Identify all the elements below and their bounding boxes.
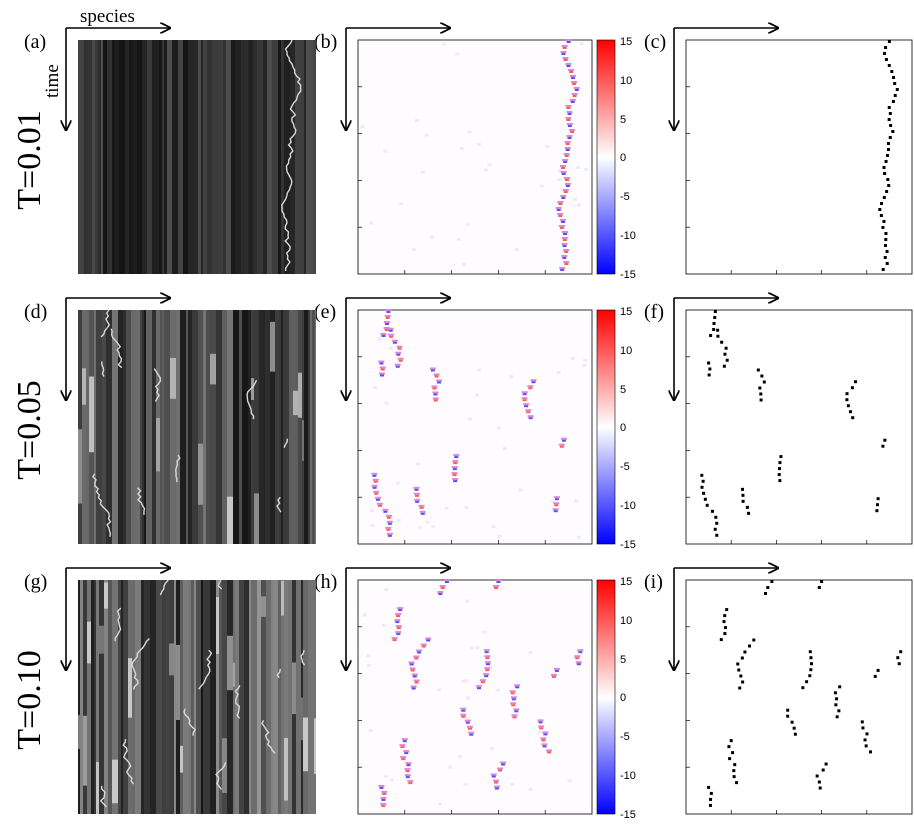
trajectory-line: [131, 638, 150, 690]
trajectory-line: [217, 579, 223, 590]
colorbar-tick: -5: [620, 191, 630, 203]
trajectory-line: [114, 607, 122, 642]
row-label-2: T=0.05: [11, 380, 48, 479]
trajectory-line: [183, 708, 197, 736]
trajectory-line: [234, 685, 241, 719]
colorbar-h: [596, 579, 616, 815]
colorbar-tick: 10: [620, 75, 632, 87]
binary-panel: [674, 298, 913, 545]
grayscale-panel: [66, 568, 316, 814]
panel-letter-i: (i): [644, 571, 663, 593]
grayscale-panel: [66, 298, 316, 544]
colorbar-tick: 0: [620, 152, 626, 164]
trajectory-line: [137, 487, 146, 515]
colorbar-tick: 15: [620, 306, 632, 318]
panel-letter-f: (f): [644, 301, 664, 323]
colorbar-e: [596, 309, 616, 545]
trajectory-line: [283, 438, 289, 448]
colorbar-tick: 0: [620, 422, 626, 434]
trajectory-line: [101, 361, 105, 377]
binary-panel: [674, 568, 913, 815]
colorbar-b: [596, 39, 616, 275]
colorbar-tick: 5: [620, 654, 626, 666]
trajectory-line: [122, 739, 135, 785]
grayscale-panel: [66, 28, 316, 274]
trajectory-line: [100, 309, 111, 338]
trajectory-line: [92, 473, 112, 537]
colorbar-tick: -5: [620, 731, 630, 743]
panel-letter-h: (h): [314, 571, 337, 593]
trajectory-line: [276, 496, 282, 513]
colorbar-tick: -15: [620, 269, 636, 281]
colorbar-tick: -10: [620, 230, 636, 242]
panel-letter-g: (g): [24, 571, 47, 593]
trajectory-line: [99, 785, 108, 808]
trajectory-line: [110, 328, 123, 369]
row-label-1: T=0.01: [11, 110, 48, 209]
trajectory-line: [300, 650, 306, 666]
trajectory-line: [246, 379, 258, 420]
panel-letter-a: (a): [24, 31, 46, 53]
colorbar-tick: -5: [620, 461, 630, 473]
trajectory-line: [280, 39, 302, 272]
panel-letter-c: (c): [644, 31, 666, 53]
colorbar-tick: 15: [620, 576, 632, 588]
row-label-3: T=0.10: [11, 650, 48, 749]
colorbar-tick: 0: [620, 692, 626, 704]
colorbar-tick: 5: [620, 114, 626, 126]
colorbar-tick: 10: [620, 615, 632, 627]
colorbar-tick: 15: [620, 36, 632, 48]
trajectory-line: [159, 579, 169, 596]
trajectory-line: [215, 762, 227, 790]
color-map-panel: [346, 28, 593, 275]
trajectory-line: [198, 649, 213, 690]
colorbar-tick: 10: [620, 345, 632, 357]
panel-letter-e: (e): [314, 301, 336, 323]
trajectory-line: [261, 720, 276, 754]
colorbar-tick: -10: [620, 500, 636, 512]
panel-letter-d: (d): [24, 301, 47, 323]
trajectory-line: [153, 368, 162, 402]
panel-letter-b: (b): [314, 31, 337, 53]
colorbar-tick: -15: [620, 539, 636, 551]
species-axis-label: species: [80, 6, 135, 27]
trajectory-line: [174, 454, 181, 483]
colorbar-tick: -10: [620, 770, 636, 782]
time-axis-label: time: [42, 64, 63, 98]
trajectory-line: [276, 668, 281, 679]
colorbar-tick: -15: [620, 809, 636, 821]
color-map-panel: [346, 298, 593, 545]
binary-panel: [674, 28, 913, 275]
color-map-panel: [346, 568, 593, 815]
colorbar-tick: 5: [620, 384, 626, 396]
